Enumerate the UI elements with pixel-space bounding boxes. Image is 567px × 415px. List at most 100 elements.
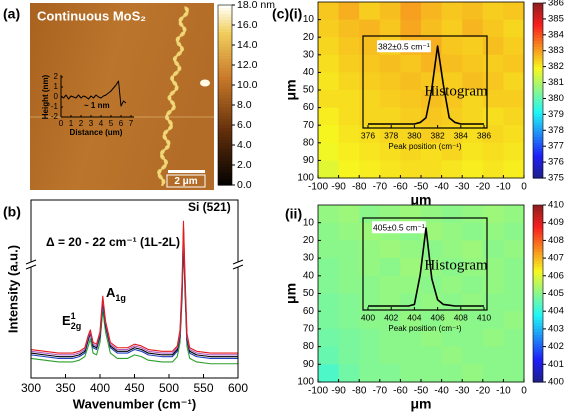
heatmap-cell bbox=[379, 72, 401, 91]
colorbar-swatch bbox=[533, 157, 543, 162]
colorbar-tick-label: 375 bbox=[548, 173, 564, 184]
inset-annotation: 382±0.5 cm⁻¹ bbox=[378, 41, 430, 51]
colorbar-swatch bbox=[533, 35, 543, 39]
heatmap-cell bbox=[338, 90, 360, 108]
colorbar-tick-label: 406 bbox=[548, 270, 564, 281]
colorbar-swatch bbox=[533, 46, 543, 51]
heatmap-cell bbox=[462, 222, 484, 241]
annotation-sub: 2g bbox=[71, 321, 82, 331]
x-tick-label: 380 bbox=[407, 130, 421, 140]
colorbar-swatch bbox=[218, 41, 232, 45]
colorbar-tick-label: 381 bbox=[548, 77, 564, 88]
colorbar-swatch bbox=[533, 64, 543, 68]
colorbar-swatch bbox=[533, 302, 543, 306]
heatmap-cell bbox=[338, 125, 360, 144]
colorbar-swatch bbox=[533, 52, 543, 57]
heatmap-cell bbox=[379, 328, 401, 347]
colorbar-swatch bbox=[533, 99, 543, 103]
heatmap-cell bbox=[359, 90, 381, 108]
colorbar-swatch bbox=[533, 340, 543, 345]
colorbar-swatch bbox=[218, 80, 232, 84]
colorbar-swatch bbox=[533, 373, 543, 377]
heatmap-cell bbox=[318, 72, 339, 91]
colorbar-swatch bbox=[533, 293, 543, 298]
x-axis-label: μm bbox=[410, 192, 431, 208]
colorbar-swatch bbox=[533, 308, 543, 312]
colorbar-swatch bbox=[218, 26, 232, 30]
colorbar-swatch bbox=[218, 14, 232, 18]
colorbar-swatch bbox=[533, 134, 543, 138]
heatmap-cell bbox=[482, 258, 504, 277]
colorbar-swatch bbox=[218, 110, 232, 114]
colorbar-swatch bbox=[533, 40, 543, 45]
y-tick-label: 2 bbox=[54, 72, 59, 81]
x-tick-label: -20 bbox=[476, 182, 491, 193]
y-tick-label: 10 bbox=[303, 217, 315, 228]
colorbar-tick-label: 6.0 bbox=[237, 119, 252, 131]
y-tick-label: 60 bbox=[303, 306, 315, 317]
colorbar-swatch bbox=[218, 116, 232, 120]
heatmap-cell bbox=[318, 19, 339, 38]
colorbar-swatch bbox=[533, 131, 543, 135]
heatmap-cell bbox=[462, 90, 484, 108]
heatmap-cell bbox=[482, 328, 504, 347]
heatmap-cell bbox=[482, 293, 504, 312]
x-tick-label: 0 bbox=[521, 386, 527, 397]
colorbar-swatch bbox=[218, 5, 232, 9]
heatmap-cell bbox=[318, 240, 339, 259]
heatmap-cell bbox=[503, 2, 525, 20]
colorbar-tick-label: 4.0 bbox=[237, 139, 252, 151]
heatmap-cell bbox=[338, 258, 360, 277]
colorbar-swatch bbox=[533, 61, 543, 65]
heatmap-cell bbox=[379, 107, 401, 126]
colorbar-swatch bbox=[218, 122, 232, 126]
heatmap-cell bbox=[462, 328, 484, 347]
colorbar-swatch bbox=[533, 219, 543, 224]
heatmap-cell bbox=[503, 275, 525, 294]
y-tick-label: 90 bbox=[303, 359, 315, 370]
heatmap-cell bbox=[379, 205, 401, 224]
colorbar-swatch bbox=[533, 172, 543, 176]
plot-frame bbox=[30, 199, 239, 379]
colorbar-swatch bbox=[218, 164, 232, 168]
x-tick-label: 550 bbox=[193, 381, 213, 395]
colorbar-swatch bbox=[218, 173, 232, 177]
x-axis-label: μm bbox=[410, 396, 431, 412]
colorbar-swatch bbox=[533, 334, 543, 339]
colorbar-swatch bbox=[533, 210, 543, 215]
colorbar-swatch bbox=[533, 266, 543, 271]
x-tick-label: 300 bbox=[21, 381, 41, 395]
heatmap-cell bbox=[318, 275, 339, 294]
heatmap-cell bbox=[318, 54, 339, 73]
inset-annotation: ~ 1 nm bbox=[84, 101, 110, 110]
heatmap-cell bbox=[359, 240, 381, 259]
colorbar-tick-label: 14.0 bbox=[237, 39, 258, 51]
heatmap-cell bbox=[338, 2, 360, 20]
heatmap-cell bbox=[400, 125, 422, 144]
y-tick-label: 80 bbox=[303, 341, 315, 352]
colorbar-swatch bbox=[533, 246, 543, 250]
heatmap-cell bbox=[421, 240, 442, 259]
panel-label: (b) bbox=[3, 204, 21, 220]
colorbar-swatch bbox=[533, 261, 543, 265]
heatmap-cell bbox=[338, 328, 360, 347]
colorbar-swatch bbox=[533, 119, 543, 124]
heatmap-cell bbox=[482, 275, 504, 294]
data-line bbox=[60, 80, 127, 107]
colorbar-swatch bbox=[218, 104, 232, 108]
annotation-sub: 1g bbox=[115, 293, 126, 303]
colorbar-swatch bbox=[218, 134, 232, 138]
colorbar-swatch bbox=[533, 38, 543, 42]
x-tick-label: 5 bbox=[109, 119, 114, 128]
heatmap-cell bbox=[400, 54, 422, 73]
heatmap-cell bbox=[379, 311, 401, 330]
heatmap-cell bbox=[441, 37, 463, 56]
colorbar-tick-label: 2.0 bbox=[237, 159, 252, 171]
colorbar-swatch bbox=[533, 314, 543, 318]
heatmap-cell bbox=[421, 311, 442, 330]
heatmap-cell bbox=[318, 125, 339, 144]
heatmap-cell bbox=[318, 205, 339, 224]
heatmap-cell bbox=[503, 205, 525, 224]
colorbar-swatch bbox=[533, 11, 543, 16]
colorbar-swatch bbox=[533, 290, 543, 295]
